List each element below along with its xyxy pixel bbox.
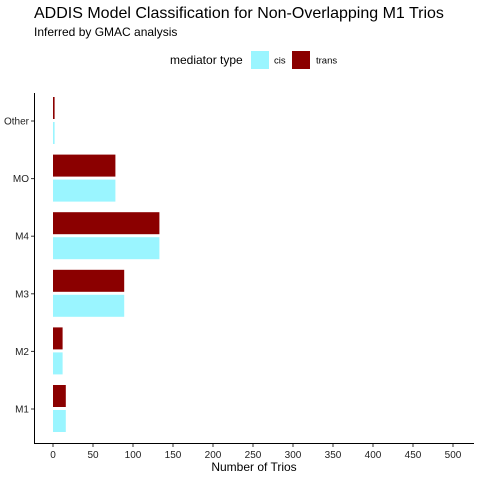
x-tick-label: 300 [285,450,302,461]
bar-cis-m1 [53,410,66,432]
bar-cis-other [53,122,55,144]
legend-swatch-trans [292,51,310,69]
bar-trans-m1 [53,385,66,407]
y-tick-label: M1 [15,405,29,416]
x-tick-label: 150 [165,450,182,461]
legend-label-trans: trans [316,56,337,67]
legend-label-cis: cis [274,56,286,67]
bar-trans-m2 [53,327,63,350]
bar-cis-m4 [53,237,160,260]
y-tick-label: Other [4,117,30,128]
x-tick-label: 0 [50,450,56,461]
bar-cis-m2 [53,352,63,375]
x-tick-label: 200 [205,450,222,461]
x-tick-label: 250 [245,450,262,461]
y-axis-ticks: M1 M2 M3 M4 MO Other [4,117,34,416]
bar-cis-m3 [53,294,125,317]
x-tick-label: 100 [125,450,142,461]
x-tick-label: 500 [445,450,462,461]
legend-title: mediator type [170,53,243,67]
legend: mediator type cis trans [170,51,337,69]
x-tick-label: 50 [87,450,99,461]
bar-cis-mo [53,179,116,202]
bar-trans-other [53,97,55,119]
bar-trans-mo [53,154,116,177]
y-tick-label: MO [13,174,29,185]
x-tick-label: 450 [405,450,422,461]
chart-title: ADDIS Model Classification for Non-Overl… [34,5,444,22]
bars [53,97,160,432]
legend-swatch-cis [251,51,269,69]
y-tick-label: M4 [15,232,29,243]
x-tick-label: 400 [365,450,382,461]
x-axis-ticks: 0 50 100 150 200 250 300 350 400 450 500 [50,444,462,461]
bar-trans-m4 [53,212,160,235]
y-tick-label: M2 [15,347,29,358]
x-axis-title: Number of Trios [211,460,296,474]
y-tick-label: M3 [15,289,29,300]
bar-trans-m3 [53,269,125,292]
x-tick-label: 350 [325,450,342,461]
chart-subtitle: Inferred by GMAC analysis [34,25,177,39]
